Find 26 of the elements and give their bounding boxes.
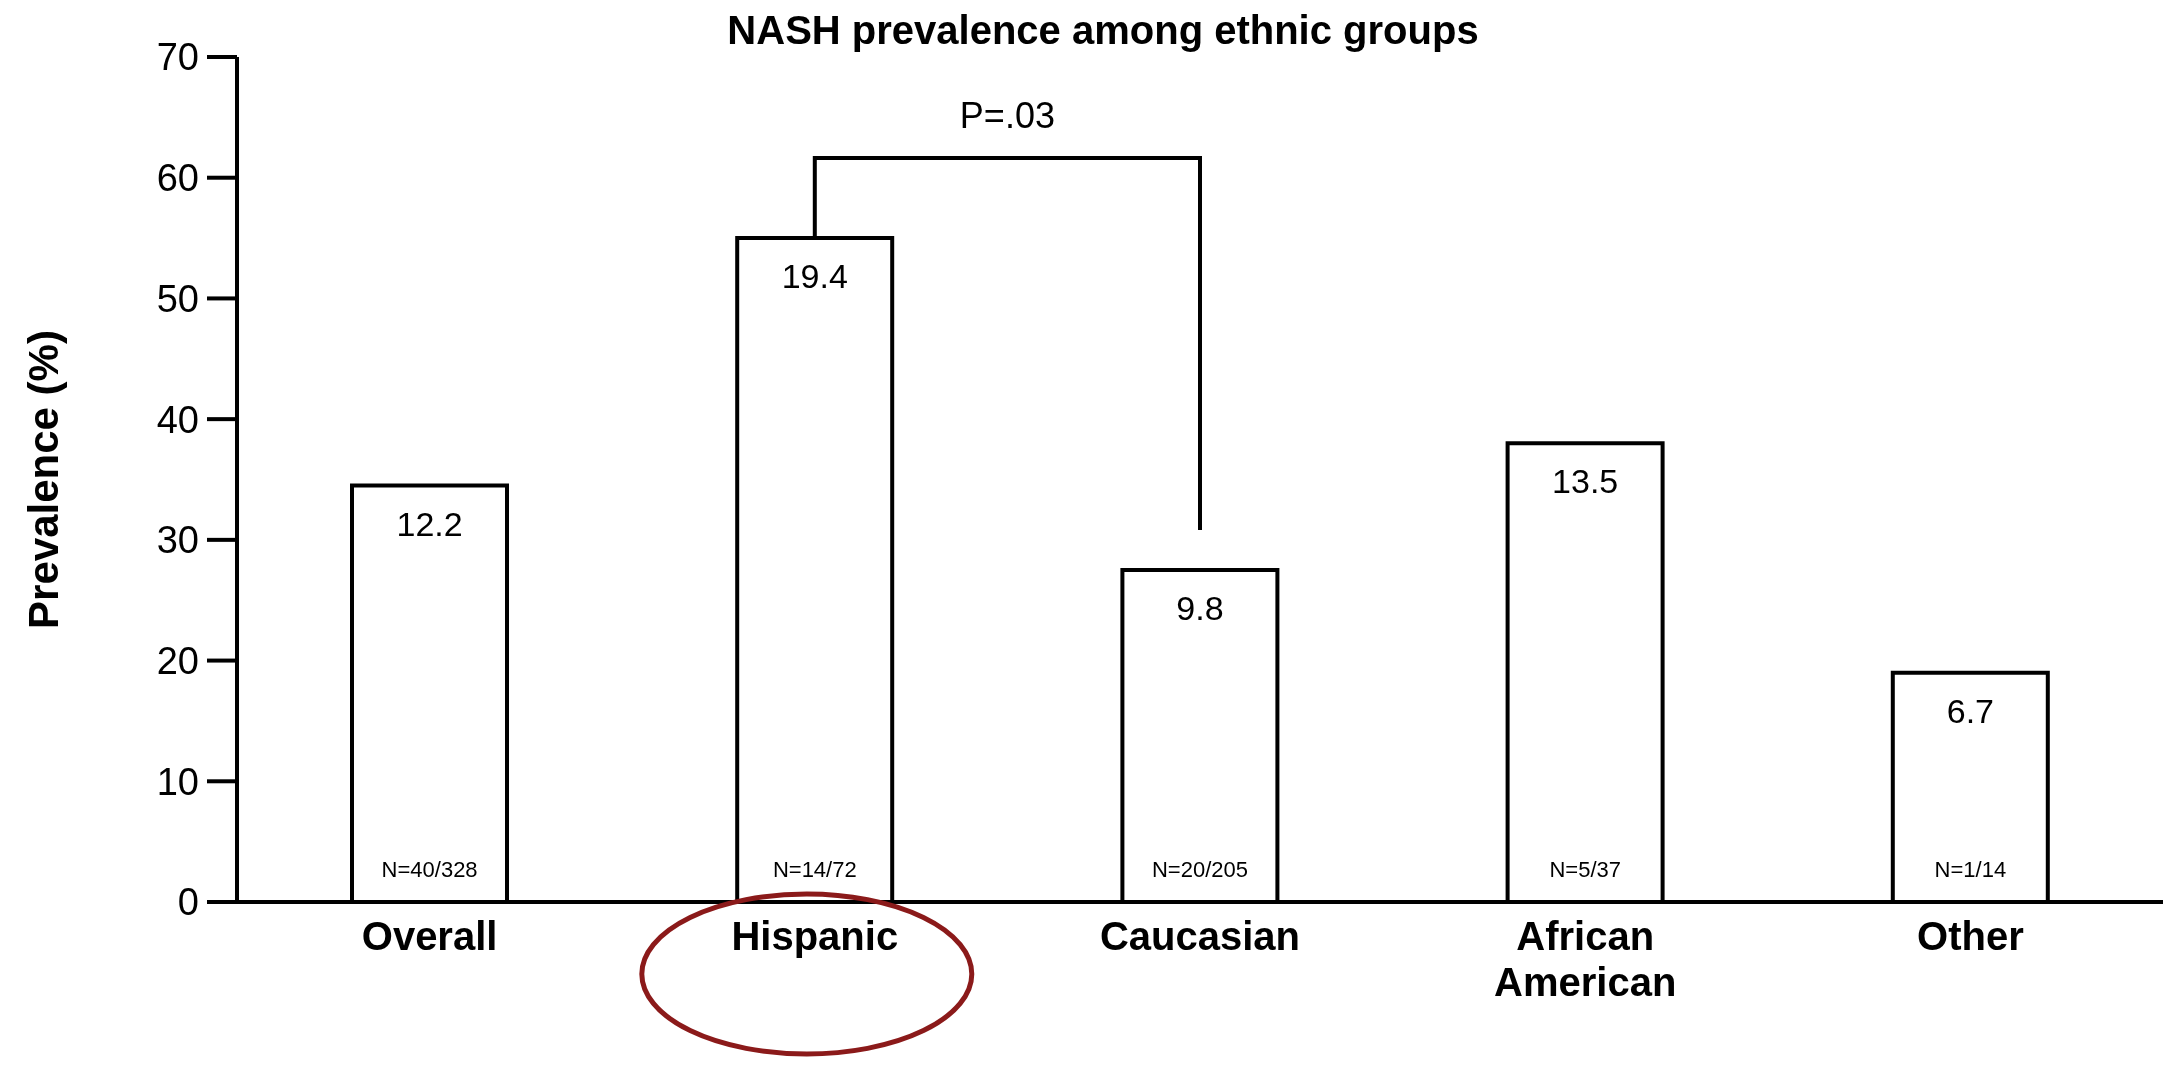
annotation: 19.4 <box>781 257 848 296</box>
annotation: N=1/14 <box>1934 857 2007 882</box>
annotation: 6.7 <box>1946 691 1995 730</box>
x-tick-label: Caucasian <box>1099 914 1301 958</box>
y-tick-label: 10 <box>156 760 199 803</box>
chart-title: NASH prevalence among ethnic groups <box>727 8 1479 52</box>
annotation: 13.5 <box>1552 462 1619 501</box>
y-tick-label: 50 <box>156 277 199 320</box>
y-axis-title: Prevalence (%) <box>20 330 67 629</box>
annotation: N=14/72 <box>772 857 857 882</box>
x-tick-label: Hispanic <box>731 914 899 958</box>
annotation: N=5/37 <box>1549 857 1621 882</box>
y-tick-label: 30 <box>156 519 199 562</box>
annotation: N=20/205 <box>1151 857 1249 882</box>
annotation: 12.2 <box>396 504 463 543</box>
x-tick-label: African American <box>1494 914 1677 1004</box>
annotation: 9.8 <box>1176 589 1224 628</box>
annotation: P=.03 <box>959 95 1055 137</box>
x-tick-label: Overall <box>361 914 498 958</box>
y-tick-label: 60 <box>156 157 199 200</box>
y-tick-label: 40 <box>156 398 199 441</box>
annotation: N=40/328 <box>381 857 478 882</box>
y-tick-label: 20 <box>156 640 199 683</box>
y-tick-label: 0 <box>177 881 199 924</box>
x-tick-label: Other <box>1917 914 2024 958</box>
y-tick-label: 70 <box>156 36 199 79</box>
